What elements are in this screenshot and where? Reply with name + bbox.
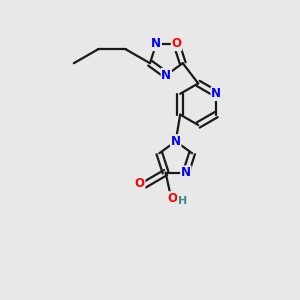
- Text: O: O: [167, 192, 177, 205]
- Text: N: N: [161, 69, 171, 82]
- Text: H: H: [178, 196, 188, 206]
- Text: N: N: [151, 38, 161, 50]
- Text: O: O: [135, 177, 145, 190]
- Text: N: N: [181, 166, 191, 179]
- Text: O: O: [172, 38, 182, 50]
- Text: N: N: [171, 135, 181, 148]
- Text: N: N: [211, 87, 221, 100]
